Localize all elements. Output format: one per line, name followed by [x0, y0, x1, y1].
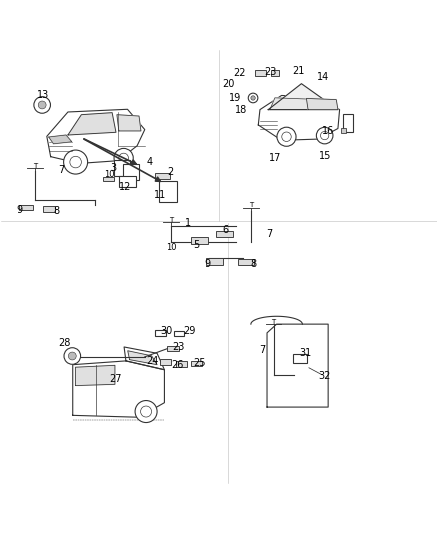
Text: 15: 15	[318, 151, 331, 161]
Bar	[341, 128, 346, 133]
Bar	[42, 206, 55, 212]
Text: 27: 27	[109, 374, 122, 384]
Text: 18: 18	[235, 105, 247, 115]
Text: 10: 10	[166, 243, 176, 252]
Polygon shape	[270, 98, 333, 110]
Bar	[159, 181, 177, 202]
Text: T: T	[32, 163, 37, 168]
Text: 30: 30	[160, 326, 173, 336]
Polygon shape	[73, 361, 164, 417]
Polygon shape	[268, 84, 338, 110]
Polygon shape	[68, 112, 116, 135]
Bar	[176, 361, 187, 367]
Polygon shape	[307, 99, 338, 110]
Circle shape	[248, 93, 258, 103]
Text: 7: 7	[260, 345, 266, 356]
Text: 13: 13	[37, 90, 49, 100]
Text: 28: 28	[58, 338, 70, 348]
Text: 7: 7	[58, 165, 64, 175]
Text: 29: 29	[183, 326, 195, 336]
Bar	[114, 160, 130, 176]
Bar	[343, 115, 353, 132]
Text: 9: 9	[205, 260, 211, 269]
Bar	[103, 177, 114, 181]
Polygon shape	[267, 324, 328, 407]
Text: 25: 25	[194, 358, 206, 368]
Bar	[155, 330, 166, 336]
Text: 12: 12	[119, 182, 131, 192]
Text: T: T	[169, 217, 173, 223]
Text: 22: 22	[234, 68, 246, 78]
Bar	[293, 354, 307, 362]
Circle shape	[38, 101, 46, 109]
Bar	[119, 176, 136, 188]
Text: 4: 4	[146, 157, 152, 167]
FancyArrowPatch shape	[84, 139, 136, 164]
Text: 7: 7	[266, 229, 272, 239]
Text: 6: 6	[222, 225, 228, 235]
Bar	[238, 259, 254, 265]
Circle shape	[34, 96, 50, 113]
Text: T: T	[272, 319, 276, 325]
Circle shape	[64, 150, 88, 174]
Text: 23: 23	[264, 67, 277, 77]
Polygon shape	[47, 109, 145, 164]
Circle shape	[64, 348, 81, 364]
Text: 19: 19	[229, 93, 241, 103]
Text: 8: 8	[250, 260, 256, 269]
Text: 9: 9	[16, 205, 22, 215]
Circle shape	[135, 400, 157, 423]
Text: 17: 17	[268, 153, 281, 163]
Circle shape	[251, 96, 255, 100]
Text: 31: 31	[299, 348, 311, 358]
Text: 24: 24	[146, 356, 159, 366]
Bar	[155, 173, 170, 179]
Polygon shape	[128, 351, 157, 365]
Polygon shape	[124, 347, 164, 370]
Text: 21: 21	[292, 66, 305, 76]
Text: 16: 16	[322, 126, 334, 136]
Text: 14: 14	[317, 72, 329, 83]
Bar	[215, 231, 233, 238]
Text: 2: 2	[167, 167, 173, 177]
Text: 26: 26	[171, 360, 183, 370]
Text: 32: 32	[318, 370, 331, 381]
Text: 1: 1	[184, 218, 191, 228]
Text: 5: 5	[193, 240, 199, 250]
Bar	[271, 70, 279, 76]
Bar	[160, 359, 171, 365]
Circle shape	[114, 148, 133, 167]
Text: 11: 11	[154, 190, 166, 200]
Circle shape	[68, 352, 76, 360]
Bar	[255, 70, 266, 76]
Polygon shape	[258, 95, 339, 140]
Text: 20: 20	[223, 79, 235, 89]
Circle shape	[316, 127, 333, 144]
Bar	[18, 205, 33, 211]
Bar	[191, 361, 202, 366]
Bar	[206, 258, 223, 264]
Polygon shape	[117, 115, 141, 131]
Text: 8: 8	[53, 206, 60, 216]
Text: T: T	[249, 203, 253, 208]
FancyArrowPatch shape	[84, 139, 160, 181]
Bar	[174, 331, 184, 336]
Bar	[191, 238, 208, 244]
Polygon shape	[49, 135, 72, 144]
Text: 10: 10	[104, 170, 114, 179]
Bar	[166, 346, 179, 351]
Bar	[123, 164, 139, 180]
Text: 3: 3	[110, 163, 117, 173]
Circle shape	[277, 127, 296, 146]
Polygon shape	[75, 365, 115, 385]
Text: 23: 23	[173, 342, 185, 352]
